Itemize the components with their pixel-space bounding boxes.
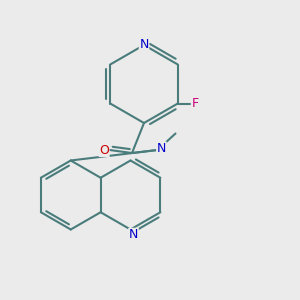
Text: N: N	[139, 38, 149, 51]
Text: F: F	[192, 97, 199, 110]
Text: N: N	[157, 142, 166, 155]
Text: O: O	[99, 143, 109, 157]
Text: N: N	[129, 228, 138, 242]
